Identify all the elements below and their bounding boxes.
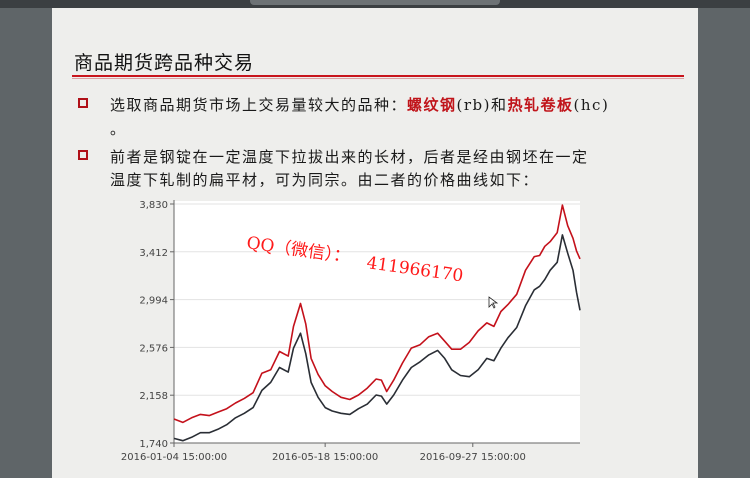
window-top-handle[interactable] <box>250 0 500 5</box>
bullet1-hc-name: 热轧卷板 <box>507 96 574 114</box>
y-tick-label: 3,412 <box>139 248 168 259</box>
presentation-slide: 商品期货跨品种交易 选取商品期货市场上交易量较大的品种：螺纹钢(rb)和热轧卷板… <box>52 8 698 478</box>
bullet1-hc-code: (hc) <box>573 96 610 114</box>
mouse-cursor-icon <box>488 296 499 309</box>
bullet2-line1: 前者是钢锭在一定温度下拉拔出来的长材，后者是经由钢坯在一定 <box>110 148 589 166</box>
x-tick-label: 2016-01-04 15:00:00 <box>121 452 227 463</box>
slide-title: 商品期货跨品种交易 <box>74 52 255 74</box>
x-tick-label: 2016-09-27 15:00:00 <box>420 452 526 463</box>
chart-x-axis: 2016-01-04 15:00:00 2016-05-18 15:00:00 20… <box>121 442 580 463</box>
bullet1-text: 选取商品期货市场上交易量较大的品种：螺纹钢(rb)和热轧卷板(hc) <box>110 94 609 115</box>
chart-plot-area <box>174 201 580 443</box>
y-tick-label: 2,576 <box>139 343 168 354</box>
y-tick-label: 3,830 <box>139 200 168 211</box>
bullet1-prefix: 选取商品期货市场上交易量较大的品种： <box>110 96 408 114</box>
bullet1-rb-code: (rb)和 <box>456 96 508 114</box>
title-underline <box>72 75 684 77</box>
series-line-hc <box>173 234 581 442</box>
window-top-bar <box>0 0 750 8</box>
y-tick-label: 2,994 <box>139 296 168 307</box>
series-line-rb <box>173 204 581 424</box>
bullet-square-icon <box>78 150 88 160</box>
y-tick-label: 2,158 <box>139 391 168 402</box>
chart-y-axis: 3,830 3,412 2,994 2,576 2,158 1,740 <box>139 200 175 450</box>
chart-series <box>173 204 581 442</box>
bullet-square-icon <box>78 98 88 108</box>
x-tick-label: 2016-05-18 15:00:00 <box>272 452 378 463</box>
bullet1-rb-name: 螺纹钢 <box>407 96 457 114</box>
y-tick-label: 1,740 <box>139 439 168 450</box>
bullet2-line2: 温度下轧制的扁平材，可为同宗。由二者的价格曲线如下： <box>110 171 540 189</box>
price-chart: 3,830 3,412 2,994 2,576 2,158 1,740 2016-01-0… <box>121 200 581 463</box>
title-underline-shadow <box>72 78 684 79</box>
bullet1-tail: 。 <box>110 120 127 138</box>
